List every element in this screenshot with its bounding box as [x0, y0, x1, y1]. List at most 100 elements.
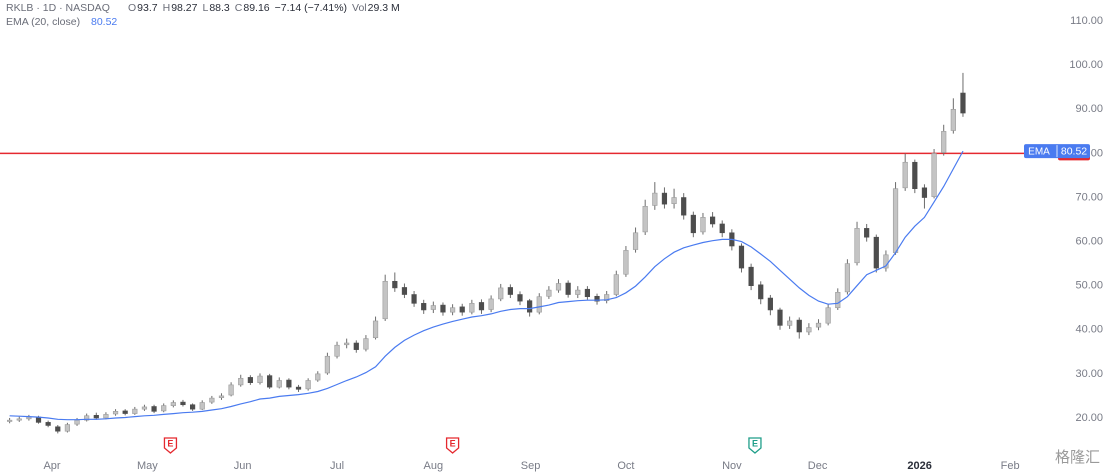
candle-body [584, 288, 591, 298]
candle-body [642, 206, 648, 233]
candle-body [777, 309, 783, 326]
candle-body [854, 228, 860, 264]
candle-body [401, 287, 408, 295]
candle-body [93, 415, 99, 419]
x-tick-label: Feb [1001, 460, 1020, 472]
candle-body [276, 380, 282, 388]
candle-body [430, 305, 436, 310]
candle-body [594, 295, 600, 302]
candle-body [411, 294, 417, 304]
candle-body [661, 192, 668, 205]
candle-body [334, 344, 340, 357]
change: −7.14 (−7.41%) [275, 2, 347, 14]
y-tick-label: 70.00 [1075, 191, 1103, 203]
ema-axis-name: EMA [1028, 146, 1050, 157]
candle-body [35, 416, 42, 423]
candle-body [199, 402, 205, 410]
candle-body [26, 416, 32, 420]
candle-body [815, 322, 822, 328]
candle-body [709, 216, 716, 225]
symbol: RKLB · 1D · NASDAQ [6, 2, 110, 14]
candle-body [16, 418, 22, 421]
candle-body [238, 377, 244, 386]
candle-body [189, 404, 196, 410]
candle-body [902, 161, 908, 189]
candle-body [758, 284, 764, 300]
ohlc-label: O [128, 2, 136, 14]
candle-body [623, 250, 629, 275]
ohlc-value: 93.7 [137, 2, 158, 14]
x-tick-label: Jul [330, 460, 344, 472]
x-tick-label: Aug [424, 460, 444, 472]
candle-body [498, 287, 504, 300]
candle-body [84, 415, 90, 421]
candle-body [527, 300, 533, 313]
candle-body [74, 419, 80, 425]
candle-body [45, 422, 51, 426]
ohlc-value: 88.3 [209, 2, 230, 14]
ema-line [9, 150, 964, 421]
event-marker [163, 437, 178, 454]
candle-body [440, 304, 446, 313]
x-tick-label: 2026 [907, 460, 931, 472]
candle-body [324, 355, 331, 374]
candle-body [151, 406, 157, 412]
candle-body [950, 109, 956, 131]
candle-body [344, 342, 350, 346]
candle-body [690, 214, 696, 234]
candle-body [112, 411, 119, 415]
ema-legend-value: 80.52 [91, 16, 117, 28]
candle-body [64, 424, 71, 432]
candle-body [421, 303, 427, 311]
candle-body [382, 280, 388, 320]
candle-body [478, 302, 485, 311]
candle-body [864, 228, 870, 238]
candle-body [806, 327, 812, 333]
candle-body [286, 379, 292, 388]
candle-body [103, 414, 109, 419]
candle-body [517, 294, 523, 302]
candle-body [960, 92, 966, 114]
candle-body [315, 373, 321, 381]
y-tick-label: 20.00 [1075, 412, 1103, 424]
candle-body [469, 303, 475, 313]
y-tick-label: 30.00 [1075, 368, 1103, 380]
y-tick-label: 100.00 [1069, 59, 1103, 71]
candle-body [892, 188, 899, 253]
volume-label: Vol [352, 2, 367, 14]
candle-body [170, 402, 176, 406]
candle-body [555, 283, 562, 291]
event-label: E [167, 438, 173, 448]
candle-body [141, 406, 148, 410]
x-tick-label: Dec [808, 460, 828, 472]
candle-body [536, 296, 542, 313]
x-tick-label: Oct [617, 460, 634, 472]
x-tick-label: Jun [234, 460, 252, 472]
volume: 29.3 M [368, 2, 400, 14]
ohlc-value: 89.16 [243, 2, 269, 14]
candle-body [565, 282, 571, 295]
candle-body [295, 386, 302, 390]
ema-legend: EMA (20, close) [6, 16, 80, 28]
ema-axis-value: 80.52 [1061, 145, 1087, 157]
candle-body [55, 426, 61, 432]
candle-body [488, 298, 494, 310]
candle-body [921, 187, 928, 198]
candle-body [392, 280, 398, 289]
candle-body [372, 320, 379, 339]
candle-body [604, 294, 610, 301]
candle-body [738, 245, 745, 269]
candle-body [353, 342, 359, 350]
event-marker [748, 437, 762, 454]
candle-body [247, 377, 253, 383]
y-tick-label: 110.00 [1070, 15, 1103, 27]
candle-body [719, 223, 725, 234]
candle-body [267, 375, 273, 388]
candle-body [180, 401, 186, 406]
event-label: E [752, 438, 758, 448]
candle-body [459, 306, 465, 313]
candle-body [700, 217, 706, 233]
candle-body [787, 320, 793, 326]
candle-body [767, 297, 773, 311]
candle-body [132, 408, 138, 414]
